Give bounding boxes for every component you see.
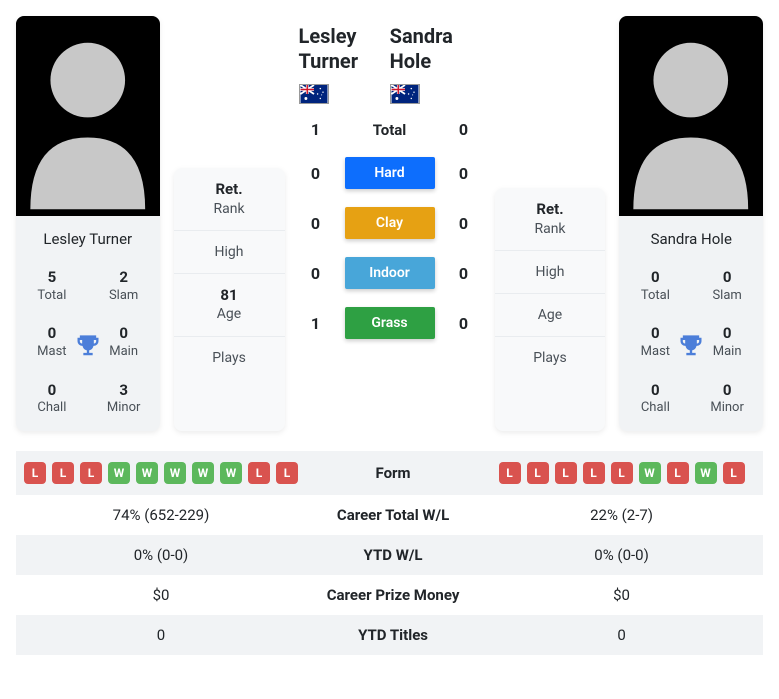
compare-row-ytd-wl: 0% (0-0) YTD W/L 0% (0-0)	[16, 535, 763, 575]
form-loss-badge: L	[611, 462, 633, 484]
compare-row-form: LLLWWWWWLL Form LLLLLWLWL	[16, 451, 763, 495]
trophy-icon	[74, 331, 102, 359]
h2h-row-clay[interactable]: 0 Clay 0	[299, 207, 481, 239]
silhouette-icon	[16, 16, 160, 216]
form-loss-badge: L	[555, 462, 577, 484]
h2h-row-total: 1 Total 0	[299, 120, 481, 139]
flag-icon	[299, 84, 329, 104]
h2h-names-row: Lesley Turner Sandra Hole	[299, 16, 481, 120]
h2h-row-grass[interactable]: 1 Grass 0	[299, 307, 481, 339]
form-loss-badge: L	[80, 462, 102, 484]
form-win-badge: W	[192, 462, 214, 484]
compare-row-ytd-titles: 0 YTD Titles 0	[16, 615, 763, 655]
form-win-badge: W	[695, 462, 717, 484]
player1-card: Lesley Turner 5Total 2Slam 0Mast 0Main 0…	[16, 16, 160, 431]
form-loss-badge: L	[583, 462, 605, 484]
player2-form-badges: LLLLLWLWL	[499, 462, 745, 484]
h2h-row-hard[interactable]: 0 Hard 0	[299, 157, 481, 189]
player2-name: Sandra Hole	[619, 216, 763, 262]
form-loss-badge: L	[276, 462, 298, 484]
form-loss-badge: L	[499, 462, 521, 484]
form-win-badge: W	[108, 462, 130, 484]
silhouette-icon	[619, 16, 763, 216]
form-loss-badge: L	[248, 462, 270, 484]
player2-card: Sandra Hole 0Total 0Slam 0Mast 0Main 0Ch…	[619, 16, 763, 431]
player1-stats-column: Ret.Rank High 81Age Plays	[174, 168, 285, 431]
form-loss-badge: L	[667, 462, 689, 484]
flag-icon	[390, 84, 420, 104]
player2-heading: Sandra Hole	[390, 24, 481, 74]
player2-stats-column: Ret.Rank High Age Plays	[495, 188, 606, 431]
player1-form-badges: LLLWWWWWLL	[24, 462, 298, 484]
player-comparison-header: Lesley Turner 5Total 2Slam 0Mast 0Main 0…	[16, 16, 763, 431]
form-win-badge: W	[164, 462, 186, 484]
form-loss-badge: L	[527, 462, 549, 484]
player1-photo	[16, 16, 160, 216]
form-loss-badge: L	[723, 462, 745, 484]
player1-titles-grid: 5Total 2Slam 0Mast 0Main 0Chall 3Minor	[16, 262, 160, 431]
comparison-table: LLLWWWWWLL Form LLLLLWLWL 74% (652-229) …	[16, 451, 763, 655]
form-win-badge: W	[136, 462, 158, 484]
form-loss-badge: L	[52, 462, 74, 484]
player2-titles-grid: 0Total 0Slam 0Mast 0Main 0Chall 0Minor	[619, 262, 763, 431]
h2h-surface-rows: 1 Total 0 0 Hard 0 0 Clay 0 0 Indoor 0 1	[299, 120, 481, 339]
compare-row-career-wl: 74% (652-229) Career Total W/L 22% (2-7)	[16, 495, 763, 535]
player1-name: Lesley Turner	[16, 216, 160, 262]
player2-photo	[619, 16, 763, 216]
compare-row-prize: $0 Career Prize Money $0	[16, 575, 763, 615]
form-win-badge: W	[220, 462, 242, 484]
h2h-row-indoor[interactable]: 0 Indoor 0	[299, 257, 481, 289]
form-loss-badge: L	[24, 462, 46, 484]
form-win-badge: W	[639, 462, 661, 484]
player1-heading: Lesley Turner	[299, 24, 390, 74]
trophy-icon	[677, 331, 705, 359]
h2h-center: Lesley Turner Sandra Hole	[299, 16, 481, 431]
